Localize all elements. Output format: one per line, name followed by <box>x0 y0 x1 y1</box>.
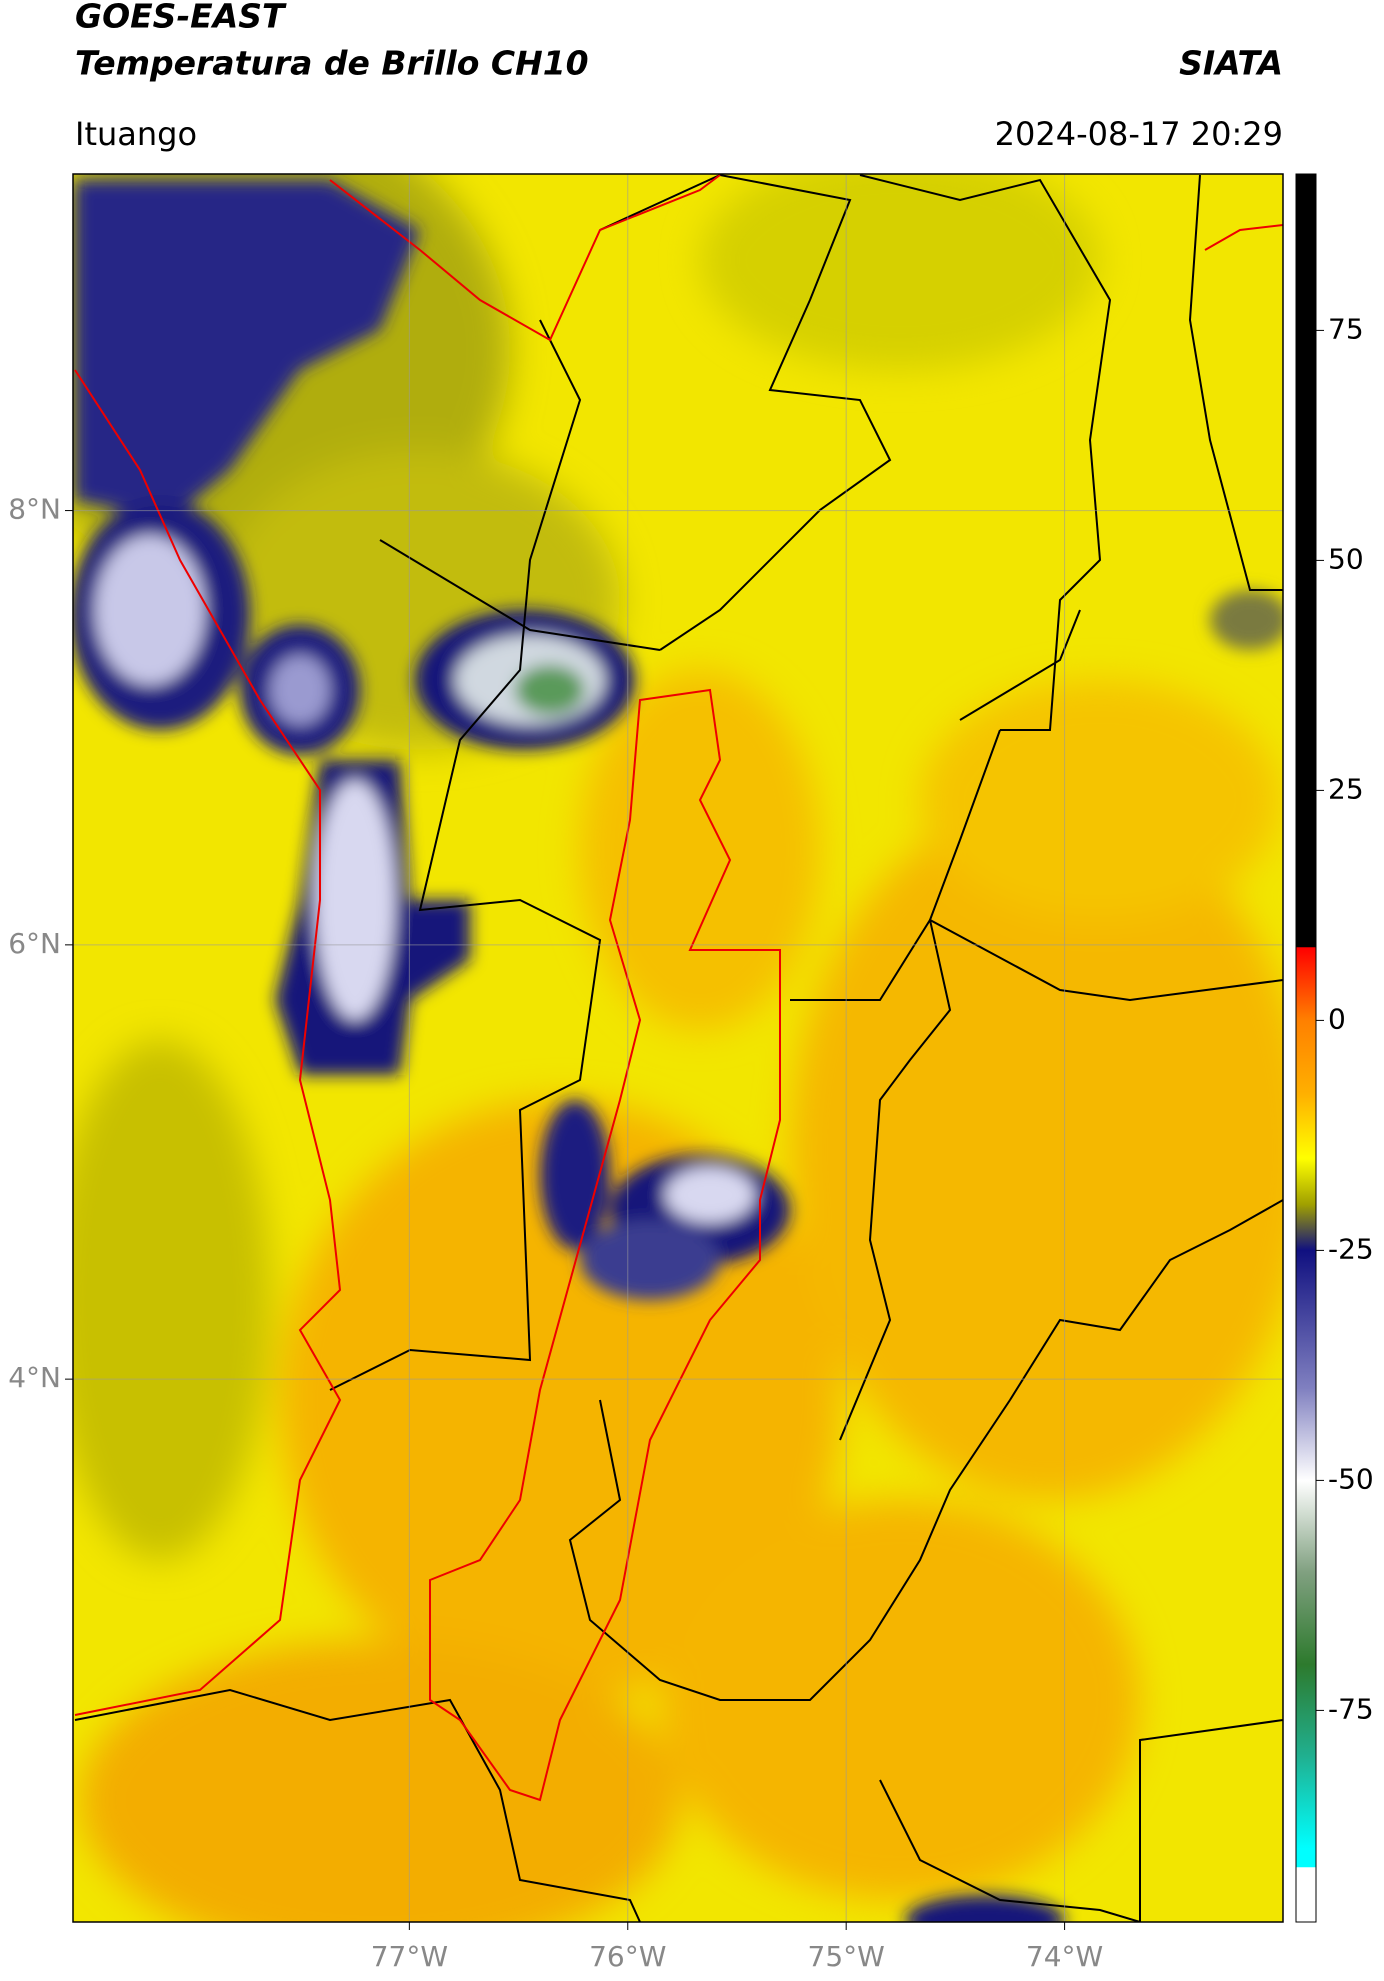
location: Ituango <box>75 115 197 153</box>
timestamp: 2024-08-17 20:29 <box>995 115 1283 153</box>
x-tick-label: 76°W <box>589 1940 666 1973</box>
x-tick-label: 75°W <box>808 1940 885 1973</box>
satellite-image <box>73 174 1283 1922</box>
colorbar <box>1295 173 1317 1923</box>
colorbar-label: -25 <box>1328 1232 1374 1265</box>
title: GOES-EAST <box>75 0 287 36</box>
colorbar-label: 75 <box>1328 312 1364 345</box>
y-tick-label: 6°N <box>8 927 61 960</box>
colorbar-label: 25 <box>1328 772 1364 805</box>
colorbar-label: 50 <box>1328 542 1364 575</box>
map-frame <box>72 173 1284 1923</box>
subtitle: Temperatura de Brillo CH10 <box>75 44 589 83</box>
brand: SIATA <box>1179 44 1283 83</box>
grid-layer <box>73 174 1283 1922</box>
x-tick-label: 77°W <box>371 1940 448 1973</box>
colorbar-label: -50 <box>1328 1462 1374 1495</box>
colorbar-label: -75 <box>1328 1692 1374 1725</box>
x-tick-label: 74°W <box>1026 1940 1103 1973</box>
y-tick-label: 4°N <box>8 1361 61 1394</box>
colorbar-label: 0 <box>1328 1002 1346 1035</box>
y-tick-label: 8°N <box>8 493 61 526</box>
